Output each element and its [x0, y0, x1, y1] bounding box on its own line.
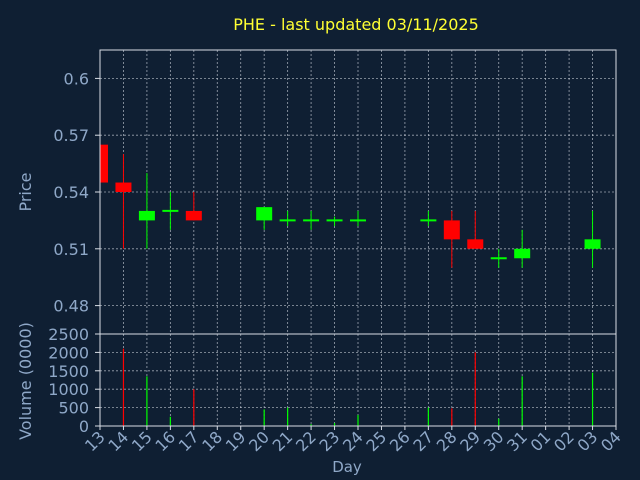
candle-30 — [490, 248, 507, 268]
candle-21 — [279, 210, 296, 227]
chart-title: PHE - last updated 03/11/2025 — [233, 15, 479, 34]
price-axis-label: Price — [16, 172, 35, 211]
volume-tick-label: 2000 — [48, 343, 89, 362]
price-tick-label: 0.54 — [53, 183, 89, 202]
candle-body — [443, 220, 460, 240]
volume-tick-label: 0 — [79, 417, 89, 436]
x-axis: 1314151617181920212223242526272829303101… — [81, 426, 625, 455]
candle-31 — [514, 229, 531, 268]
candle-14 — [115, 154, 132, 249]
candle-body — [256, 207, 273, 221]
volume-tick-label: 1500 — [48, 362, 89, 381]
candle-body — [467, 239, 484, 249]
candle-body — [514, 248, 531, 259]
price-y-axis: 0.48 0.51 0.54 0.57 0.6 — [53, 69, 100, 316]
candle-13 — [99, 144, 108, 183]
price-tick-label: 0.57 — [53, 126, 89, 145]
volume-tick-label: 500 — [58, 399, 89, 418]
price-tick-label: 0.6 — [64, 69, 89, 88]
candle-27 — [420, 210, 437, 227]
candle-03 — [584, 210, 601, 268]
price-tick-label: 0.51 — [53, 240, 89, 259]
candle-20 — [256, 207, 273, 230]
volume-axis-label: Volume (0000) — [16, 322, 35, 440]
candle-24 — [350, 210, 366, 227]
candle-23 — [326, 216, 343, 227]
volume-tick-label: 2500 — [48, 325, 89, 344]
candlesticks — [99, 144, 601, 268]
candle-body — [584, 239, 601, 249]
x-axis-label: Day — [332, 458, 362, 476]
candle-17 — [185, 192, 202, 221]
volume-bars — [122, 348, 594, 426]
candle-22 — [303, 210, 320, 230]
candle-body — [100, 144, 108, 183]
candle-16 — [162, 192, 179, 230]
candle-29 — [467, 210, 484, 249]
candle-body — [115, 182, 132, 192]
price-tick-label: 0.48 — [53, 297, 89, 316]
candle-body — [138, 210, 155, 221]
price-panel: 0.48 0.51 0.54 0.57 0.6 Price — [16, 49, 617, 335]
volume-tick-label: 1000 — [48, 380, 89, 399]
candle-15 — [138, 173, 155, 249]
candle-body — [185, 210, 202, 221]
candle-28 — [443, 210, 460, 268]
